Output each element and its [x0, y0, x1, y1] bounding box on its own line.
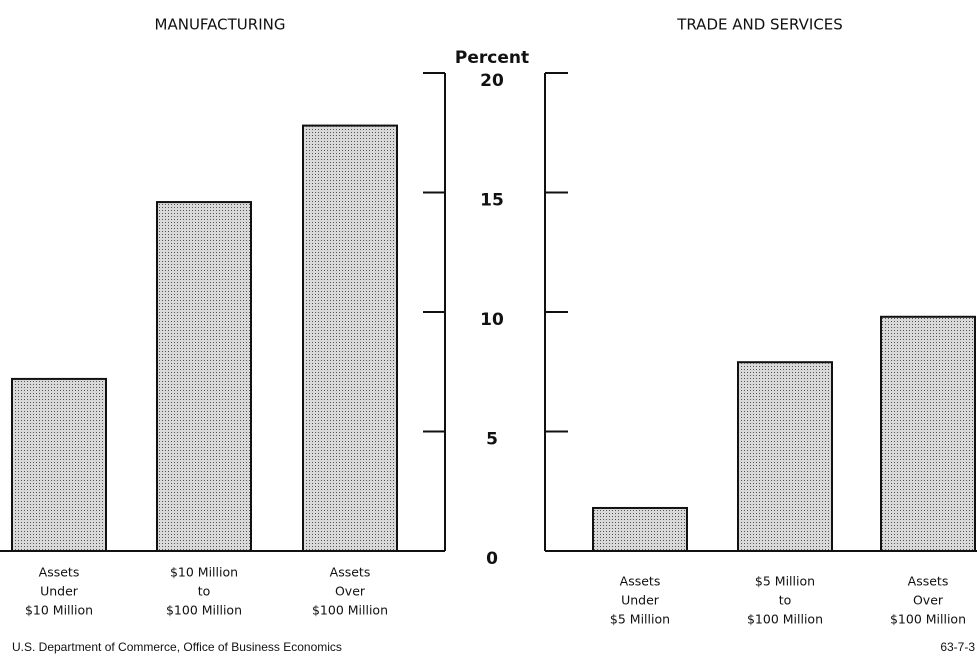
bar-texture: [739, 363, 831, 550]
x-tick-label: Assets: [908, 574, 949, 589]
bar-texture: [304, 126, 396, 550]
x-tick-label: Under: [40, 584, 79, 599]
x-tick-label: $5 Million: [755, 574, 815, 589]
x-tick-label: $100 Million: [166, 603, 242, 618]
x-tick-label: $5 Million: [610, 612, 670, 627]
panel-title: MANUFACTURING: [155, 16, 286, 34]
x-tick-label: $10 Million: [25, 603, 93, 618]
x-tick-label: $100 Million: [747, 612, 823, 627]
y-tick-label: 0: [486, 549, 498, 569]
x-tick-label: Assets: [620, 574, 661, 589]
x-tick-label: Over: [335, 584, 366, 599]
y-tick-label: 20: [480, 71, 504, 91]
y-tick-label: 15: [480, 191, 504, 211]
y-axis-label: Percent: [455, 48, 529, 68]
x-tick-label: Assets: [39, 565, 80, 580]
x-tick-label: Assets: [330, 565, 371, 580]
bar-texture: [882, 317, 974, 550]
x-tick-label: Over: [913, 593, 944, 608]
x-tick-label: to: [198, 584, 211, 599]
x-tick-label: Under: [621, 593, 660, 608]
source-note: U.S. Department of Commerce, Office of B…: [12, 640, 342, 654]
bar-texture: [594, 508, 686, 550]
x-tick-label: $100 Million: [890, 612, 966, 627]
y-tick-label: 5: [486, 430, 498, 450]
bar-texture: [13, 379, 105, 550]
y-tick-label: 10: [480, 310, 504, 330]
bar-texture: [158, 203, 250, 550]
x-tick-label: $100 Million: [312, 603, 388, 618]
panel-title: TRADE AND SERVICES: [676, 16, 843, 34]
x-tick-label: $10 Million: [170, 565, 238, 580]
figure-number: 63-7-3: [940, 640, 975, 654]
x-tick-label: to: [779, 593, 792, 608]
